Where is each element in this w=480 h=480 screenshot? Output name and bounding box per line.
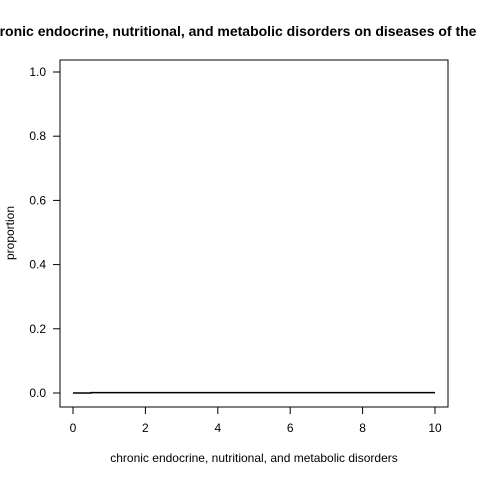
x-tick-label: 2	[142, 421, 149, 435]
y-tick-label: 0.6	[29, 193, 46, 207]
y-axis-label: proportion	[3, 206, 17, 260]
y-tick-label: 0.8	[29, 129, 46, 143]
y-axis: 0.0 0.2 0.4 0.6 0.8 1.0	[29, 65, 61, 400]
y-tick-label: 1.0	[29, 65, 46, 79]
y-tick-label: 0.4	[29, 258, 46, 272]
x-tick-label: 10	[428, 421, 442, 435]
x-tick-label: 6	[287, 421, 294, 435]
y-tick-label: 0.2	[29, 322, 46, 336]
x-axis: 0 2 4 6 8 10	[70, 406, 442, 435]
x-tick-label: 4	[214, 421, 221, 435]
x-tick-label: 8	[359, 421, 366, 435]
y-tick-label: 0.0	[29, 386, 46, 400]
x-axis-label: chronic endocrine, nutritional, and meta…	[110, 451, 398, 465]
x-tick-label: 0	[70, 421, 77, 435]
chart-title: Effect of chronic endocrine, nutritional…	[0, 23, 480, 39]
